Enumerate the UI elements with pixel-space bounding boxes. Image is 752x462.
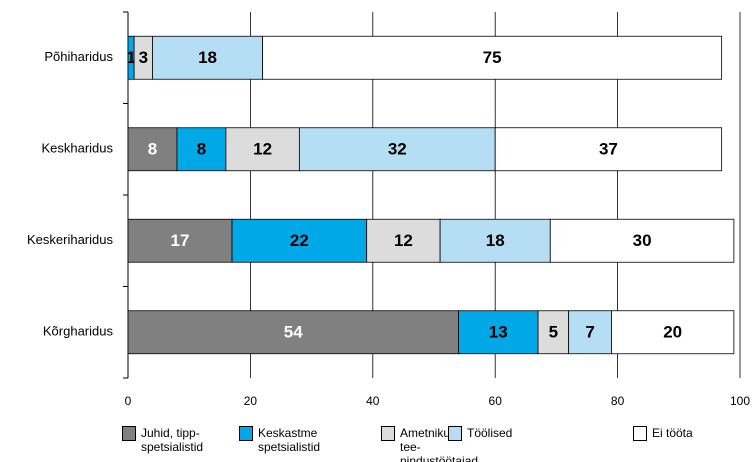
bar-segment xyxy=(439,218,551,263)
legend-label: Ametnikud, tee-nindustöötajad xyxy=(400,426,479,462)
bar-segment xyxy=(298,127,496,172)
data-label: 1 xyxy=(126,48,135,67)
legend-label: Juhid, tipp-spetsialistid xyxy=(141,426,204,454)
bar-segment xyxy=(458,310,539,355)
data-label: 8 xyxy=(197,140,206,159)
legend-label: Keskastme spetsialistid xyxy=(258,426,321,454)
data-label: 37 xyxy=(599,140,618,159)
data-label: 30 xyxy=(633,231,652,250)
data-label: 22 xyxy=(290,231,309,250)
x-tick-label: 0 xyxy=(125,394,132,408)
bar-segment xyxy=(127,127,178,172)
data-label: 18 xyxy=(486,231,505,250)
bar-segment xyxy=(231,218,368,263)
legend-swatch xyxy=(633,426,647,441)
data-label: 13 xyxy=(489,323,508,342)
data-label: 75 xyxy=(483,48,502,67)
bar-segment xyxy=(537,310,570,355)
data-label: 8 xyxy=(148,140,157,159)
legend-swatch xyxy=(239,426,253,441)
legend-item: Töölised xyxy=(448,426,617,441)
data-label: 12 xyxy=(394,231,413,250)
legend-item: Ei tööta xyxy=(633,426,752,441)
x-tick-label: 60 xyxy=(489,394,503,408)
bar-segment xyxy=(494,127,723,172)
legend-label: Töölised xyxy=(467,426,513,440)
data-label: 3 xyxy=(139,48,148,67)
data-label: 20 xyxy=(663,323,682,342)
data-label: 18 xyxy=(198,48,217,67)
bar-segment xyxy=(127,310,459,355)
legend-label: Ei tööta xyxy=(652,426,693,440)
bar-segment xyxy=(127,218,233,263)
data-label: 32 xyxy=(388,140,407,159)
legend-swatch xyxy=(122,426,136,441)
x-tick-label: 20 xyxy=(244,394,258,408)
legend-item: Ametnikud, tee-nindustöötajad xyxy=(381,426,479,462)
bar-segment xyxy=(611,310,735,355)
data-label: 5 xyxy=(549,323,558,342)
bar-segment xyxy=(152,35,264,80)
x-tick-label: 100 xyxy=(730,394,750,408)
legend-item: Juhid, tipp-spetsialistid xyxy=(122,426,231,454)
bar-segment xyxy=(568,310,612,355)
data-label: 12 xyxy=(253,140,272,159)
bar-segment xyxy=(225,127,300,172)
x-tick-label: 40 xyxy=(366,394,380,408)
y-tick-label: Keskharidus xyxy=(41,141,113,156)
legend-swatch xyxy=(448,426,462,441)
y-tick-label: Põhiharidus xyxy=(44,49,113,64)
bar-segment xyxy=(262,35,723,80)
data-label: 17 xyxy=(171,231,190,250)
data-label: 54 xyxy=(284,323,303,342)
x-tick-label: 80 xyxy=(611,394,625,408)
legend-item: Keskastme spetsialistid xyxy=(239,426,368,454)
legend-swatch xyxy=(381,426,395,441)
y-tick-label: Kõrgharidus xyxy=(43,324,114,339)
data-label: 7 xyxy=(585,323,594,342)
y-tick-label: Keskeriharidus xyxy=(27,232,113,247)
bar-segment xyxy=(549,218,735,263)
bar-segment xyxy=(366,218,441,263)
